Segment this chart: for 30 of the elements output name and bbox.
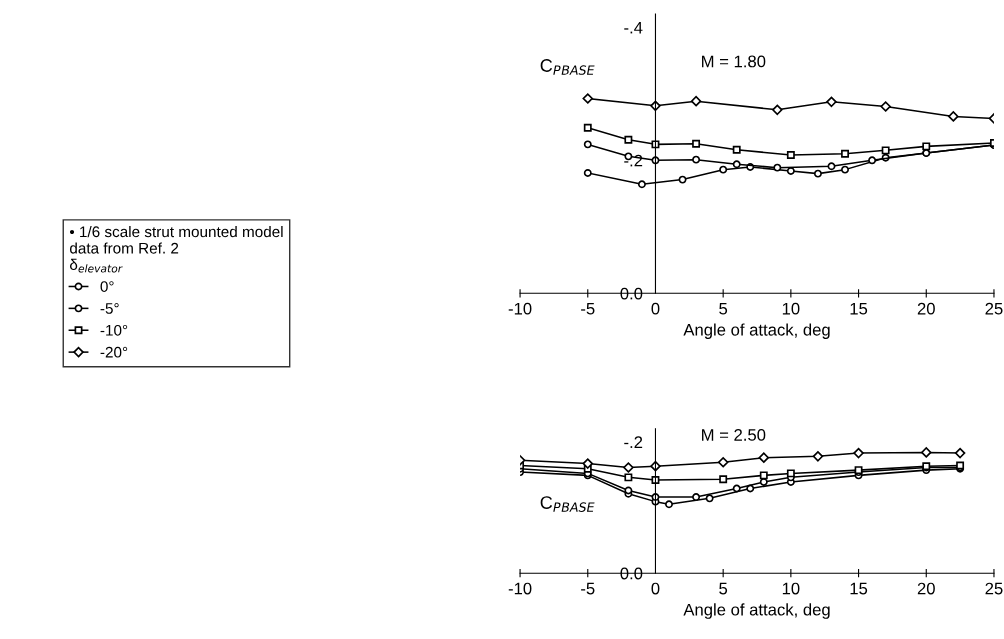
x-tick-label: 10 [782, 582, 800, 595]
x-tick-label: -10 [508, 302, 532, 315]
x-tick-label: 0 [651, 582, 660, 595]
x-tick-label: 20 [917, 302, 935, 315]
x-tick-label: -5 [581, 582, 595, 595]
x-tick-label: 5 [719, 302, 728, 315]
legend-label: -5° [100, 303, 119, 314]
chart-title: M = 2.50 [702, 429, 766, 441]
legend-label: 0° [100, 281, 114, 292]
x-axis-title: Angle of attack, deg [683, 603, 830, 619]
y-axis-title: C$_{PBASE}$ [540, 59, 595, 75]
y-axis-title: C$_{PBASE}$ [540, 496, 595, 512]
y-tick-label: -.2 [624, 154, 643, 167]
y-tick-label: -.2 [624, 436, 643, 448]
legend-label: -10° [100, 324, 128, 336]
x-tick-label: 25 [985, 582, 1003, 595]
x-axis-title: Angle of attack, deg [683, 323, 830, 339]
x-tick-label: 20 [917, 582, 935, 595]
x-tick-label: 15 [850, 302, 868, 315]
x-tick-label: 15 [850, 582, 868, 595]
x-tick-label: 25 [985, 302, 1003, 315]
y-tick-label: -.4 [624, 21, 643, 34]
x-tick-label: 0 [651, 302, 660, 315]
legend-title: • 1/6 scale strut mounted model data from Ref. 2 δ$_{elevator}$ [69, 225, 283, 273]
x-tick-label: 5 [719, 582, 728, 595]
x-tick-label: -5 [581, 302, 595, 315]
text: M = 1.80 [702, 55, 766, 68]
x-tick-label: 10 [782, 302, 800, 315]
legend-label: -20° [100, 346, 128, 358]
x-tick-label: -10 [508, 582, 532, 595]
